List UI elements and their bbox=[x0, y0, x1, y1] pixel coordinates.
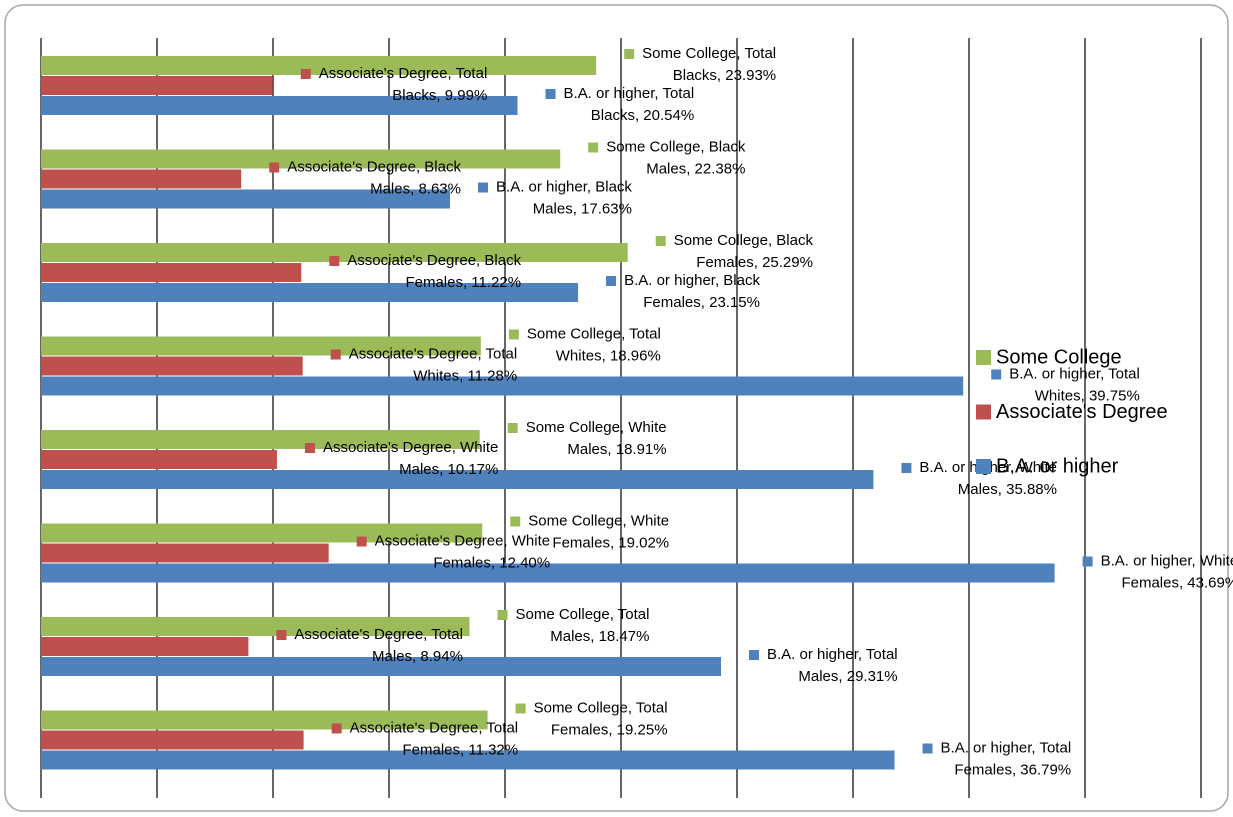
label-marker bbox=[588, 142, 599, 153]
bar bbox=[41, 470, 874, 489]
bar bbox=[41, 56, 597, 75]
bar bbox=[41, 617, 470, 636]
data-label: Associate's Degree, Black Males, 8.63% bbox=[287, 158, 461, 197]
data-label: Associate's Degree, Total Whites, 11.28% bbox=[349, 345, 518, 384]
label-marker bbox=[515, 703, 526, 714]
data-label: B.A. or higher, Total Males, 29.31% bbox=[767, 646, 898, 685]
bar bbox=[41, 336, 481, 356]
data-label: Some College, Black Females, 25.29% bbox=[674, 232, 814, 271]
data-label: Some College, White Males, 18.91% bbox=[526, 419, 667, 458]
data-label: B.A. or higher, White Females, 43.69% bbox=[1101, 552, 1233, 591]
label-marker bbox=[748, 650, 759, 660]
bar bbox=[41, 149, 561, 169]
data-label: B.A. or higher, Black Males, 17.63% bbox=[496, 178, 632, 217]
label-marker bbox=[478, 182, 489, 193]
label-marker bbox=[300, 69, 311, 79]
legend-swatch bbox=[976, 350, 991, 365]
data-label: Some College, Total Whites, 18.96% bbox=[527, 325, 661, 364]
data-label: Associate's Degree, Total Males, 8.94% bbox=[294, 626, 463, 665]
bar bbox=[41, 563, 1055, 583]
label-marker bbox=[304, 443, 315, 453]
data-label: Some College, Black Males, 22.38% bbox=[606, 138, 746, 177]
label-marker bbox=[545, 89, 556, 99]
bar bbox=[41, 76, 273, 95]
data-label: B.A. or higher, Total Whites, 39.75% bbox=[1009, 365, 1140, 404]
data-label: Associate's Degree, Black Females, 11.22% bbox=[347, 252, 521, 291]
bar bbox=[41, 657, 721, 676]
label-marker bbox=[901, 463, 912, 473]
label-marker bbox=[497, 610, 508, 620]
data-label: Some College, Total Females, 19.25% bbox=[534, 699, 668, 738]
bar bbox=[41, 523, 483, 543]
label-marker bbox=[507, 423, 518, 433]
bar bbox=[41, 450, 277, 469]
bar bbox=[41, 637, 249, 656]
label-marker bbox=[331, 723, 342, 734]
bar bbox=[41, 376, 964, 396]
label-marker bbox=[276, 630, 287, 640]
label-marker bbox=[606, 276, 617, 286]
label-marker bbox=[624, 49, 635, 59]
label-marker bbox=[1082, 556, 1093, 567]
legend-swatch bbox=[976, 459, 991, 474]
bar bbox=[41, 169, 242, 189]
legend-label: Some College bbox=[996, 346, 1122, 368]
bar bbox=[41, 710, 488, 730]
data-label: Associate's Degree, Total Blacks, 9.99% bbox=[319, 65, 488, 104]
data-label: Some College, White Females, 19.02% bbox=[528, 512, 669, 551]
label-marker bbox=[330, 349, 341, 360]
label-marker bbox=[269, 162, 280, 173]
data-label: B.A. or higher, Total Blacks, 20.54% bbox=[564, 85, 695, 124]
data-label: Some College, Total Blacks, 23.93% bbox=[642, 45, 776, 84]
data-label: Associate's Degree, White Females, 12.40% bbox=[375, 532, 550, 571]
data-label: B.A. or higher, Total Females, 36.79% bbox=[941, 739, 1072, 778]
bar bbox=[41, 243, 628, 262]
label-marker bbox=[508, 329, 519, 340]
bar bbox=[41, 283, 579, 302]
label-marker bbox=[510, 516, 521, 527]
legend-label: Associate's Degree bbox=[996, 401, 1168, 423]
label-marker bbox=[356, 536, 367, 547]
legend-swatch bbox=[976, 404, 991, 420]
data-label: Associate's Degree, White Males, 10.17% bbox=[323, 439, 498, 478]
bar bbox=[41, 356, 303, 376]
bar bbox=[41, 263, 302, 282]
label-marker bbox=[922, 743, 933, 754]
data-label: Associate's Degree, Total Females, 11.32% bbox=[350, 719, 519, 758]
data-label: B.A. or higher, Black Females, 23.15% bbox=[624, 272, 760, 311]
legend-label: B.A. or higher bbox=[996, 455, 1119, 477]
bar bbox=[41, 430, 480, 449]
bar bbox=[41, 750, 895, 770]
data-label: Some College, Total Males, 18.47% bbox=[516, 606, 650, 645]
label-marker bbox=[655, 236, 666, 246]
bar bbox=[41, 96, 518, 115]
bar bbox=[41, 730, 304, 750]
bar bbox=[41, 189, 451, 209]
label-marker bbox=[991, 369, 1002, 380]
label-marker bbox=[329, 256, 340, 266]
bar bbox=[41, 543, 329, 563]
